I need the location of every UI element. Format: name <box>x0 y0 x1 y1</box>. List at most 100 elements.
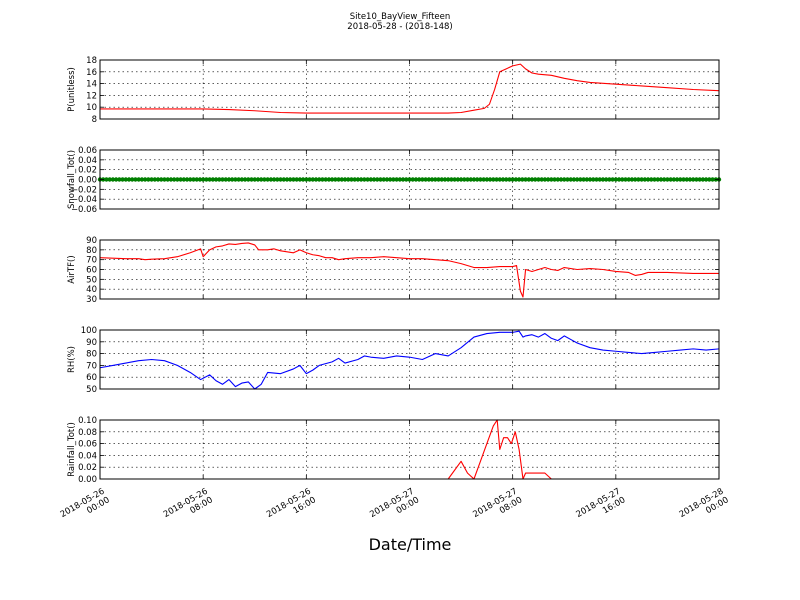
panel-snowfall-tot-point <box>574 177 580 182</box>
panel-snowfall-tot-point <box>197 177 203 182</box>
panel-snowfall-tot-point <box>336 177 341 182</box>
panel-snowfall-tot-point <box>649 177 654 182</box>
panel-snowfall-tot-point <box>149 177 154 182</box>
panel-snowfall-tot-point <box>639 177 644 182</box>
panel-snowfall-tot-point <box>358 177 364 182</box>
panel-snowfall-tot-point <box>281 177 286 182</box>
panel-snowfall-tot-point <box>381 177 386 182</box>
panel-snowfall-tot-point <box>581 177 586 182</box>
panel-snowfall-tot-point <box>558 177 564 182</box>
chart-title-line2: 2018-05-28 - (2018-148) <box>347 22 452 32</box>
panel-snowfall-tot-point <box>162 177 167 182</box>
panel-snowfall-tot-point <box>368 177 374 182</box>
panel-snowfall-tot-point <box>410 177 415 182</box>
panel-snowfall-tot-point <box>694 177 699 182</box>
panel-snowfall-tot-point <box>313 177 319 182</box>
panel-snowfall-tot-point <box>516 177 522 182</box>
panel-snowfall-tot-point <box>613 177 619 182</box>
panel-snowfall-tot-point <box>200 177 206 182</box>
panel-rh-ytick-label: 80 <box>86 350 97 360</box>
panel-snowfall-tot-point <box>155 177 161 182</box>
panel-snowfall-tot-point <box>616 177 622 182</box>
panel-snowfall-tot-point <box>584 177 590 182</box>
panel-snowfall-tot-point <box>674 177 680 182</box>
panel-snowfall-tot-point <box>133 177 138 182</box>
panel-rh-ytick-label: 60 <box>86 373 97 383</box>
panel-snowfall-tot-point <box>433 177 438 182</box>
panel-snowfall-tot-point <box>217 177 222 182</box>
panel-snowfall-tot-point <box>655 177 660 182</box>
panel-snowfall-tot-point <box>152 177 158 182</box>
panel-rh-ytick-label: 50 <box>86 385 97 395</box>
x-axis-label: Date/Time <box>369 535 452 554</box>
panel-airtf-ytick-label: 80 <box>86 246 97 256</box>
panel-p-unitless-ytick-label: 16 <box>86 68 97 78</box>
panel-snowfall-tot-point <box>552 177 557 182</box>
panel-rainfall-tot-ytick-label: 0.02 <box>78 463 97 473</box>
panel-snowfall-tot-point <box>445 177 451 182</box>
panel-snowfall-tot-point <box>465 177 470 182</box>
panel-snowfall-tot-point <box>471 177 477 182</box>
panel-snowfall-tot-point <box>329 177 335 182</box>
panel-snowfall-tot-point <box>478 177 483 182</box>
panel-snowfall-tot-ytick-label: 0.00 <box>78 176 97 186</box>
panel-snowfall-tot-point <box>268 177 274 182</box>
panel-snowfall-tot-point <box>278 177 283 182</box>
panel-snowfall-tot-point <box>346 177 351 182</box>
panel-snowfall-tot-point <box>294 177 299 182</box>
panel-snowfall-tot-point <box>578 177 583 182</box>
panel-snowfall-tot-point <box>620 177 625 182</box>
panel-snowfall-tot-point <box>594 177 599 182</box>
x-tick-label: 2018-05-2708:00 <box>471 487 524 529</box>
panel-p-unitless-ytick-label: 14 <box>86 80 97 90</box>
panel-airtf-ytick-label: 40 <box>86 285 97 295</box>
panel-p-unitless-ytick-label: 8 <box>92 115 97 125</box>
panel-snowfall-tot-point <box>104 177 109 182</box>
panel-snowfall-tot-point <box>555 177 561 182</box>
panel-snowfall-tot-point <box>484 177 490 182</box>
panel-snowfall-tot-point <box>549 177 554 182</box>
x-tick-label: 2018-05-2800:00 <box>678 487 731 529</box>
x-tick-label: 2018-05-2700:00 <box>368 487 421 529</box>
panel-snowfall-tot-point <box>146 177 151 182</box>
panel-snowfall-tot-point <box>397 177 403 182</box>
panel-snowfall-tot-point <box>184 177 190 182</box>
panel-snowfall-tot-point <box>545 177 551 182</box>
panel-snowfall-tot-point <box>113 177 119 182</box>
panel-snowfall-tot-point <box>384 177 390 182</box>
panels-container: 81012141618P(unitless)−0.06−0.04−0.020.0… <box>67 56 722 485</box>
panel-snowfall-tot-point <box>207 177 212 182</box>
panel-snowfall-tot-point <box>171 177 177 182</box>
panel-snowfall-tot-point <box>249 177 254 182</box>
panel-snowfall-tot-point <box>275 177 280 182</box>
panel-snowfall-tot-point <box>142 177 148 182</box>
panel-snowfall-tot-point <box>220 177 225 182</box>
panel-snowfall-tot-point <box>642 177 648 182</box>
panel-snowfall-tot-point <box>191 177 196 182</box>
panel-snowfall-tot-point <box>300 177 306 182</box>
x-tick-label: 2018-05-2616:00 <box>265 487 318 529</box>
panel-snowfall-tot-point <box>407 177 412 182</box>
panel-snowfall-tot-point <box>210 177 216 182</box>
panel-snowfall-tot-ytick-label: 0.02 <box>78 166 97 176</box>
panel-snowfall-tot-point <box>246 177 251 182</box>
panel-snowfall-tot-ylabel: Snowfall_Tot() <box>67 150 77 209</box>
panel-snowfall-tot-point <box>707 177 712 182</box>
panel-rainfall-tot-ytick-label: 0.00 <box>78 475 97 485</box>
panel-snowfall-tot-point <box>591 177 596 182</box>
panel-snowfall-tot-point <box>687 177 693 182</box>
panel-rainfall-tot-ylabel: Rainfall_Tot() <box>67 422 77 477</box>
panel-snowfall-tot-point <box>494 177 499 182</box>
panel-snowfall-tot-point <box>371 177 377 182</box>
x-tick-label: 2018-05-2600:00 <box>59 487 112 529</box>
x-tick-labels: 2018-05-2600:00 2018-05-2608:00 2018-05-26… <box>59 487 731 529</box>
panel-snowfall-tot-point <box>658 177 664 182</box>
panel-snowfall-tot-point <box>265 177 270 182</box>
panel-snowfall-tot-point <box>317 177 322 182</box>
panel-snowfall-tot-ytick-label: −0.04 <box>71 195 97 205</box>
panel-snowfall-tot-point <box>442 177 448 182</box>
panel-snowfall-tot-point <box>194 177 199 182</box>
panel-rh-ylabel: RH(%) <box>67 346 77 373</box>
panel-snowfall-tot-point <box>252 177 257 182</box>
